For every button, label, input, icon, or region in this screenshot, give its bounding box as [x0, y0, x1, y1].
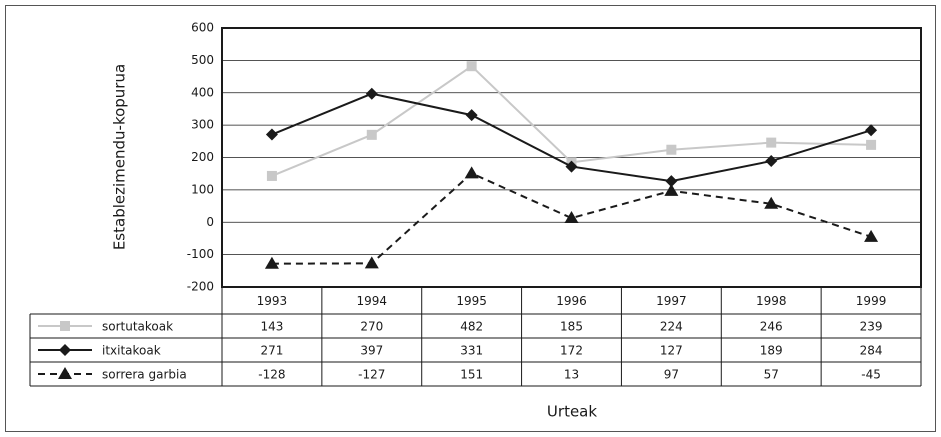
y-tick-label: -100: [187, 247, 214, 261]
legend-label: itxitakoak: [102, 344, 161, 358]
table-value: -45: [861, 368, 881, 382]
y-tick-label: 400: [191, 85, 214, 99]
table-value: 172: [560, 344, 583, 358]
table-value: 189: [760, 344, 783, 358]
marker: [865, 124, 878, 137]
table-value: 57: [764, 368, 779, 382]
y-tick-label: -200: [187, 280, 214, 294]
y-tick-label: 600: [191, 21, 214, 35]
frame: [5, 5, 936, 432]
y-tick-label: 500: [191, 53, 214, 67]
x-tick-label: 1999: [856, 294, 887, 308]
table-value: 127: [660, 344, 683, 358]
y-tick-label: 300: [191, 118, 214, 132]
y-axis-label: Establezimendu-kopurua: [111, 64, 129, 250]
table-value: 246: [760, 320, 783, 334]
table-value: 143: [260, 320, 283, 334]
legend-label: sortutakoak: [102, 320, 173, 334]
marker: [666, 144, 677, 155]
marker: [466, 61, 477, 72]
x-tick-label: 1993: [257, 294, 288, 308]
table-value: -127: [358, 368, 385, 382]
legend-label: sorrera garbia: [102, 368, 187, 382]
marker: [365, 87, 378, 100]
table-value: 331: [460, 344, 483, 358]
marker: [464, 166, 479, 179]
marker: [265, 128, 278, 141]
y-tick-label: 100: [191, 182, 214, 196]
marker: [266, 170, 277, 181]
x-tick-label: 1994: [357, 294, 388, 308]
marker: [866, 139, 877, 150]
y-tick-label: 0: [206, 215, 214, 229]
x-tick-label: 1997: [656, 294, 687, 308]
marker: [364, 256, 379, 269]
marker: [766, 137, 777, 148]
table-value: -128: [258, 368, 285, 382]
marker: [565, 160, 578, 173]
marker: [564, 211, 579, 224]
marker: [366, 129, 377, 140]
table-value: 185: [560, 320, 583, 334]
y-tick-label: 200: [191, 150, 214, 164]
plot-area: [221, 27, 922, 288]
x-tick-label: 1995: [456, 294, 487, 308]
marker: [465, 109, 478, 122]
x-tick-label: 1998: [756, 294, 787, 308]
table-value: 13: [564, 368, 579, 382]
marker: [59, 344, 71, 356]
table-value: 97: [664, 368, 679, 382]
table-value: 270: [360, 320, 383, 334]
marker: [664, 183, 679, 196]
marker: [60, 321, 70, 331]
marker: [864, 229, 879, 242]
marker: [264, 256, 279, 269]
x-axis-label: Urteak: [547, 403, 597, 421]
table-value: 151: [460, 368, 483, 382]
table-value: 271: [260, 344, 283, 358]
table-value: 397: [360, 344, 383, 358]
table-value: 284: [860, 344, 883, 358]
table-value: 482: [460, 320, 483, 334]
table-value: 239: [860, 320, 883, 334]
x-tick-label: 1996: [556, 294, 587, 308]
marker: [665, 175, 678, 188]
table-value: 224: [660, 320, 683, 334]
marker: [764, 196, 779, 209]
marker: [58, 367, 72, 379]
marker: [765, 155, 778, 168]
